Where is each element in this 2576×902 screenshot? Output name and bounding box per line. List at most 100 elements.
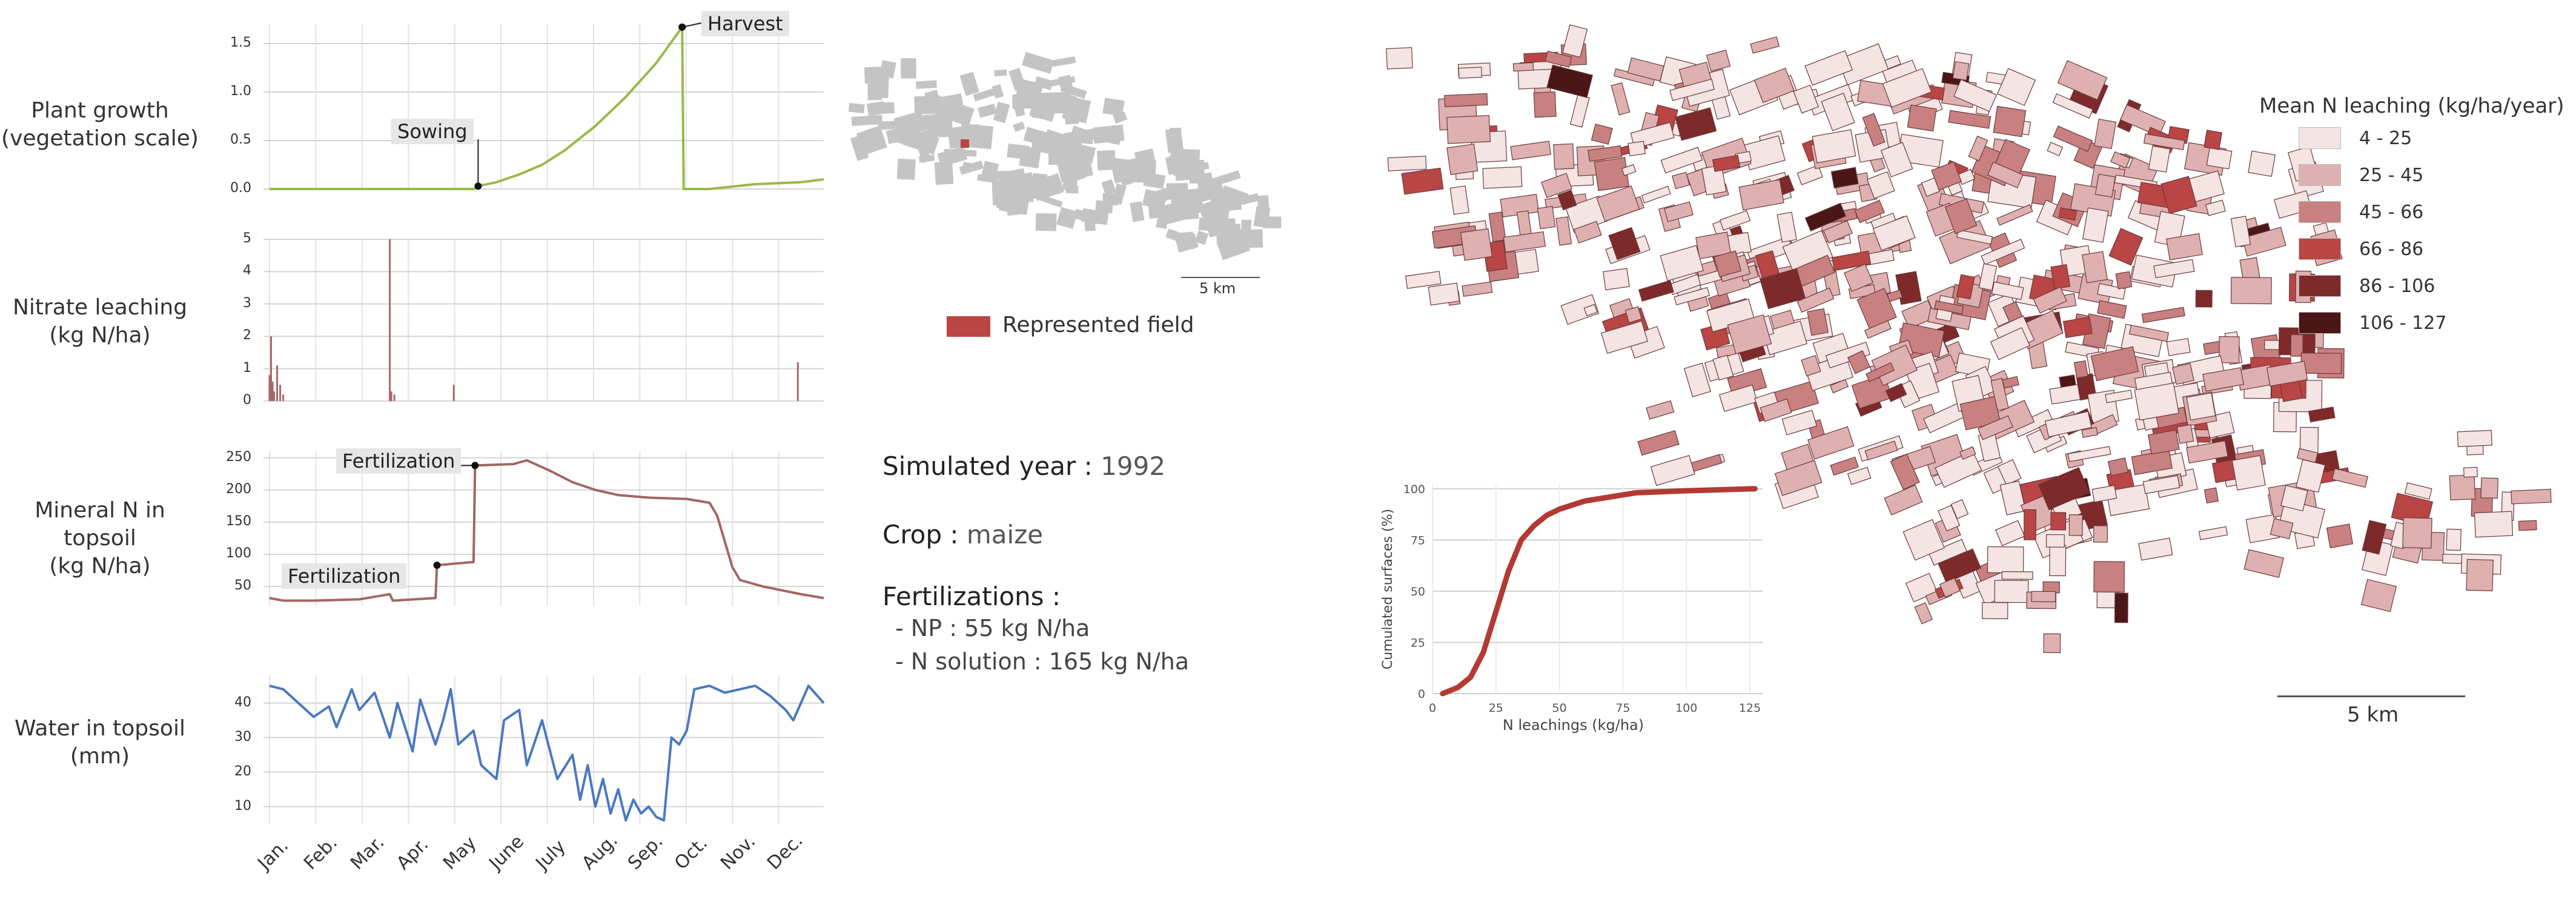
cum-x-tick: 50 [1552,701,1567,715]
y-tick-label: 1 [243,360,251,376]
field-parcel [962,161,973,172]
field-parcel [1830,456,1859,476]
legend-item: 4 - 25 [2299,126,2412,150]
field-parcel [2280,485,2308,512]
field-parcel [2110,151,2131,169]
field-parcel [978,104,997,118]
field-parcel [2242,227,2286,257]
y-tick-label: 0 [243,393,251,408]
y-tick-label: 5 [243,231,251,246]
field-parcel [1627,141,1646,156]
field-parcel [2457,429,2492,448]
field-parcel [1978,263,1998,291]
legend-item: 45 - 66 [2299,200,2423,224]
field-parcel [1907,104,1937,132]
field-parcel [1194,230,1209,245]
field-parcel [1537,205,1556,230]
field-parcel [1938,505,1961,532]
field-parcel [1458,67,1483,79]
field-parcel [2147,429,2180,455]
field-parcel [1695,231,1732,260]
legend-label: 86 - 106 [2359,275,2435,297]
field-parcel [1013,121,1025,132]
field-parcel [1097,150,1116,171]
field-parcel [2204,487,2219,504]
field-parcel [2331,468,2368,488]
field-parcel [1895,271,1922,305]
water-topsoil-label: Water in topsoil (mm) [15,716,185,769]
field-parcel [1588,145,1623,162]
field-parcel [1143,172,1166,189]
y-tick-label: 150 [226,513,251,529]
sowing-annotation: Sowing [391,119,474,144]
field-parcel [1545,50,1572,68]
field-parcel [1462,281,1493,297]
field-parcel [1774,460,1823,496]
field-parcel [1541,173,1572,198]
field-parcel [2049,545,2067,577]
field-parcel [938,167,952,178]
fertilization-annotation-2: Fertilization [282,563,407,589]
field-parcel [1533,91,1557,118]
field-parcel [1807,426,1855,460]
field-parcel [2094,173,2116,198]
field-parcel [1660,147,1703,174]
field-parcel [2090,346,2139,382]
field-parcel [1056,207,1078,230]
field-parcel [1102,98,1125,117]
field-parcel [2082,251,2108,284]
parcel-group [1884,415,2093,625]
field-parcel [1719,210,1751,231]
field-parcel [2186,393,2216,421]
map-scale-bar [2277,695,2465,697]
field-parcel [2230,216,2251,248]
field-parcel [1557,190,1577,211]
legend-label: 4 - 25 [2359,127,2412,149]
cum-y-tick: 0 [1418,688,1425,701]
field-parcel [2172,363,2194,385]
field-parcel [995,171,1008,180]
field-parcel [1987,546,2024,574]
map-legend-title: Mean N leaching (kg/ha/year) [2259,94,2564,118]
field-parcel [1041,96,1056,108]
represented-field-swatch [947,316,990,337]
field-parcel [1095,200,1113,214]
harvest-annotation: Harvest [701,11,789,36]
field-parcel [2243,549,2284,579]
field-parcel [1931,161,1962,191]
field-parcel [1006,168,1025,181]
crop-label: Crop : [882,520,959,549]
field-parcel [1950,499,1969,519]
fertilizations-title: Fertilizations : [882,582,1061,611]
field-parcel [2141,307,2185,323]
field-parcel [1624,306,1643,323]
field-parcel [2449,474,2476,501]
cum-y-tick: 100 [1403,483,1425,496]
field-parcel [2082,207,2109,243]
field-parcel [2114,592,2128,623]
parcel-group [2067,360,2354,561]
field-parcel [1621,164,1637,176]
field-parcel [1804,202,1847,231]
field-parcel [1209,170,1241,188]
crop-value: maize [966,520,1044,549]
field-parcel [2106,483,2150,516]
field-parcel [1944,198,1978,234]
field-parcel [2300,353,2342,374]
field-parcel [1981,239,2025,265]
field-parcel [1674,287,1710,306]
field-parcel [2148,145,2171,173]
represented-field-label: Represented field [1002,313,1194,337]
legend-item: 106 - 127 [2299,311,2446,335]
represented-field-marker [961,139,969,148]
field-parcel [1994,580,2029,603]
field-parcel [2094,118,2117,150]
field-parcel [1952,61,1970,81]
legend-label: 45 - 66 [2359,201,2424,223]
field-parcel [1885,383,1907,402]
cum-y-tick: 50 [1411,585,1425,599]
harvest-marker [678,23,686,31]
legend-item: 25 - 45 [2299,163,2423,187]
field-parcel [879,60,896,79]
field-parcel [1750,36,1780,54]
